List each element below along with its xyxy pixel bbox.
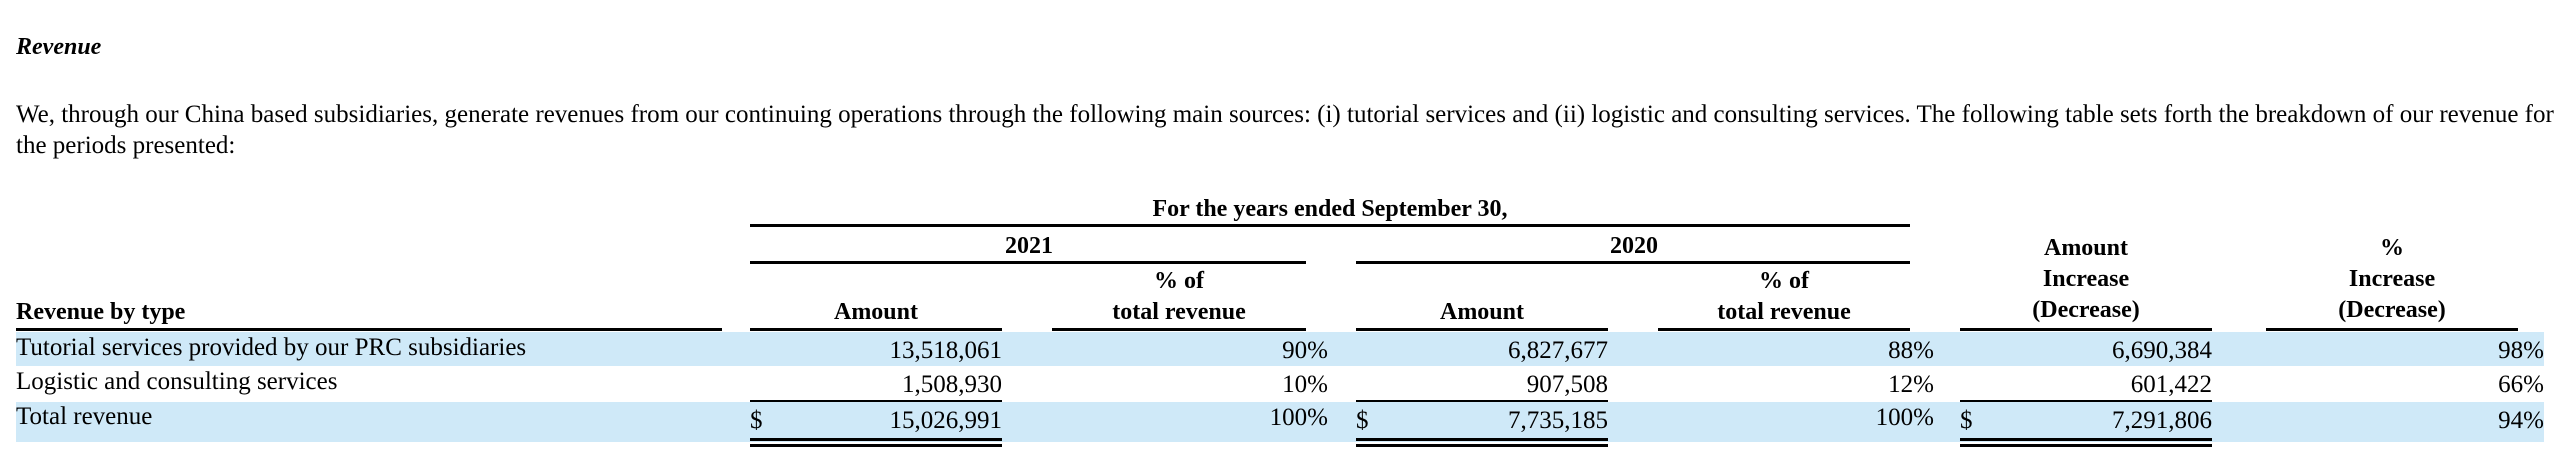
col-header-pct-2020-line1: % of (1759, 268, 1809, 294)
col-header-pct-2020: % of total revenue (1658, 266, 1910, 328)
amount-2020-cell: 907,508 (1526, 371, 1608, 398)
col-rule-pct-2020 (1658, 328, 1910, 331)
year-2021-header: 2021 (1005, 233, 1053, 259)
change-pct-cell: 66% (2498, 371, 2544, 398)
total-double-rule-amount-2021 (750, 438, 1002, 447)
subtotal-rule-change-amount (1960, 400, 2212, 402)
col-header-change-amount: Amount Increase (Decrease) (1960, 233, 2212, 326)
col-rule-change-amount (1960, 328, 2212, 331)
col-rule-label (16, 328, 722, 331)
section-paragraph: We, through our China based subsidiaries… (16, 101, 2554, 159)
col-header-amount-2021: Amount (833, 299, 918, 325)
change-amount-cell: 7,291,806 (2112, 407, 2212, 434)
amount-2021-cell: 13,518,061 (889, 337, 1003, 364)
pct-2021-cell: 100% (1269, 404, 1328, 431)
period-header-rule (750, 224, 1910, 227)
pct-2021-cell: 10% (1282, 371, 1328, 398)
pct-2021-cell: 90% (1282, 337, 1328, 364)
total-double-rule-amount-2020 (1356, 438, 1608, 447)
col-header-pct-2021-line1: % of (1154, 268, 1204, 294)
col-rule-amount-2020 (1356, 328, 1608, 331)
period-header: For the years ended September 30, (1152, 196, 1508, 222)
col-header-pct-2021: % of total revenue (1052, 266, 1306, 328)
pct-2020-cell: 12% (1888, 371, 1934, 398)
col-header-change-pct-line3: (Decrease) (2338, 297, 2446, 323)
change-amount-cell: 601,422 (2130, 371, 2212, 398)
year-2020-rule (1356, 261, 1910, 264)
col-rule-pct-2021 (1052, 328, 1306, 331)
row-highlight-band (16, 332, 2544, 366)
col-header-change-pct-line2: Increase (2348, 266, 2436, 292)
subtotal-rule-amount-2021 (750, 400, 1002, 402)
col-header-change-amount-line3: (Decrease) (2032, 297, 2140, 323)
col-header-change-amount-line1: Amount (2043, 235, 2128, 261)
amount-2021-cell: 1,508,930 (902, 371, 1002, 398)
col-header-amount-2020: Amount (1439, 299, 1524, 325)
amount-2020-cell: 7,735,185 (1508, 407, 1608, 434)
currency-symbol: $ (750, 407, 763, 434)
total-double-rule-change-amount (1960, 438, 2212, 447)
pct-2020-cell: 88% (1888, 337, 1934, 364)
year-2021-rule (750, 261, 1306, 264)
change-amount-cell: 6,690,384 (2112, 337, 2212, 364)
pct-2020-cell: 100% (1875, 404, 1934, 431)
col-header-pct-2020-line2: total revenue (1717, 299, 1851, 325)
currency-symbol: $ (1960, 407, 1973, 434)
col-header-revenue-by-type: Revenue by type (16, 299, 186, 325)
change-pct-cell: 98% (2498, 337, 2544, 364)
col-rule-change-pct (2266, 328, 2518, 331)
col-header-pct-2021-line2: total revenue (1112, 299, 1246, 325)
row-label: Logistic and consulting services (16, 368, 338, 395)
amount-2020-cell: 6,827,677 (1508, 337, 1608, 364)
row-highlight-band (16, 402, 2544, 442)
col-header-change-pct: % Increase (Decrease) (2266, 233, 2518, 326)
subtotal-rule-amount-2020 (1356, 400, 1608, 402)
col-header-change-pct-line1: % (2380, 235, 2404, 261)
change-pct-cell: 94% (2498, 407, 2544, 434)
col-header-change-amount-line2: Increase (2042, 266, 2130, 292)
row-label: Total revenue (16, 403, 153, 430)
amount-2021-cell: 15,026,991 (889, 407, 1003, 434)
col-rule-amount-2021 (750, 328, 1002, 331)
currency-symbol: $ (1356, 407, 1369, 434)
row-label: Tutorial services provided by our PRC su… (16, 334, 527, 361)
section-heading: Revenue (16, 34, 102, 60)
year-2020-header: 2020 (1610, 233, 1658, 259)
